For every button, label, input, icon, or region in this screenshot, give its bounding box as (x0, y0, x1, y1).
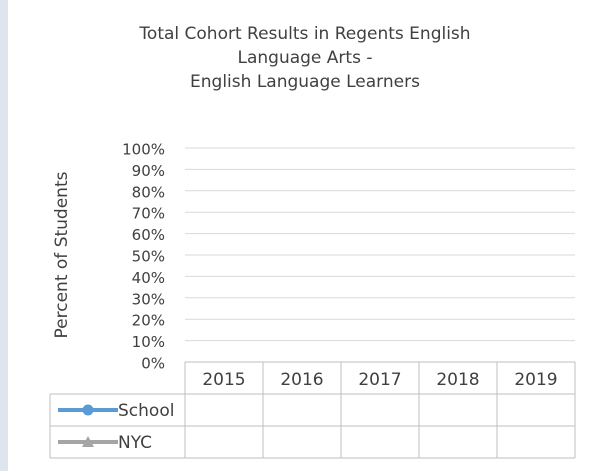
chart-title: English Language Learners (190, 72, 420, 92)
x-tick-label: 2015 (202, 370, 245, 390)
legend-marker (82, 436, 94, 447)
y-tick-label: 50% (132, 248, 165, 266)
x-tick-label: 2018 (436, 370, 479, 390)
x-tick-label: 2019 (514, 370, 557, 390)
y-tick-label: 0% (141, 355, 165, 373)
chart-title: Language Arts - (238, 48, 373, 68)
chart-area (8, 0, 597, 471)
y-tick-label: 20% (132, 312, 165, 330)
legend-label: NYC (118, 433, 152, 453)
x-tick-label: 2017 (358, 370, 401, 390)
legend-label: School (118, 401, 174, 421)
y-axis-title: Percent of Students (52, 171, 72, 338)
y-tick-label: 60% (132, 226, 165, 244)
y-tick-label: 30% (132, 290, 165, 308)
legend-marker (82, 404, 94, 416)
y-tick-label: 10% (132, 333, 165, 351)
y-tick-label: 80% (132, 183, 165, 201)
y-tick-label: 100% (122, 141, 165, 159)
y-tick-label: 40% (132, 269, 165, 287)
y-tick-label: 70% (132, 205, 165, 223)
chart-title: Total Cohort Results in Regents English (138, 24, 470, 44)
y-tick-label: 90% (132, 162, 165, 180)
x-tick-label: 2016 (280, 370, 323, 390)
